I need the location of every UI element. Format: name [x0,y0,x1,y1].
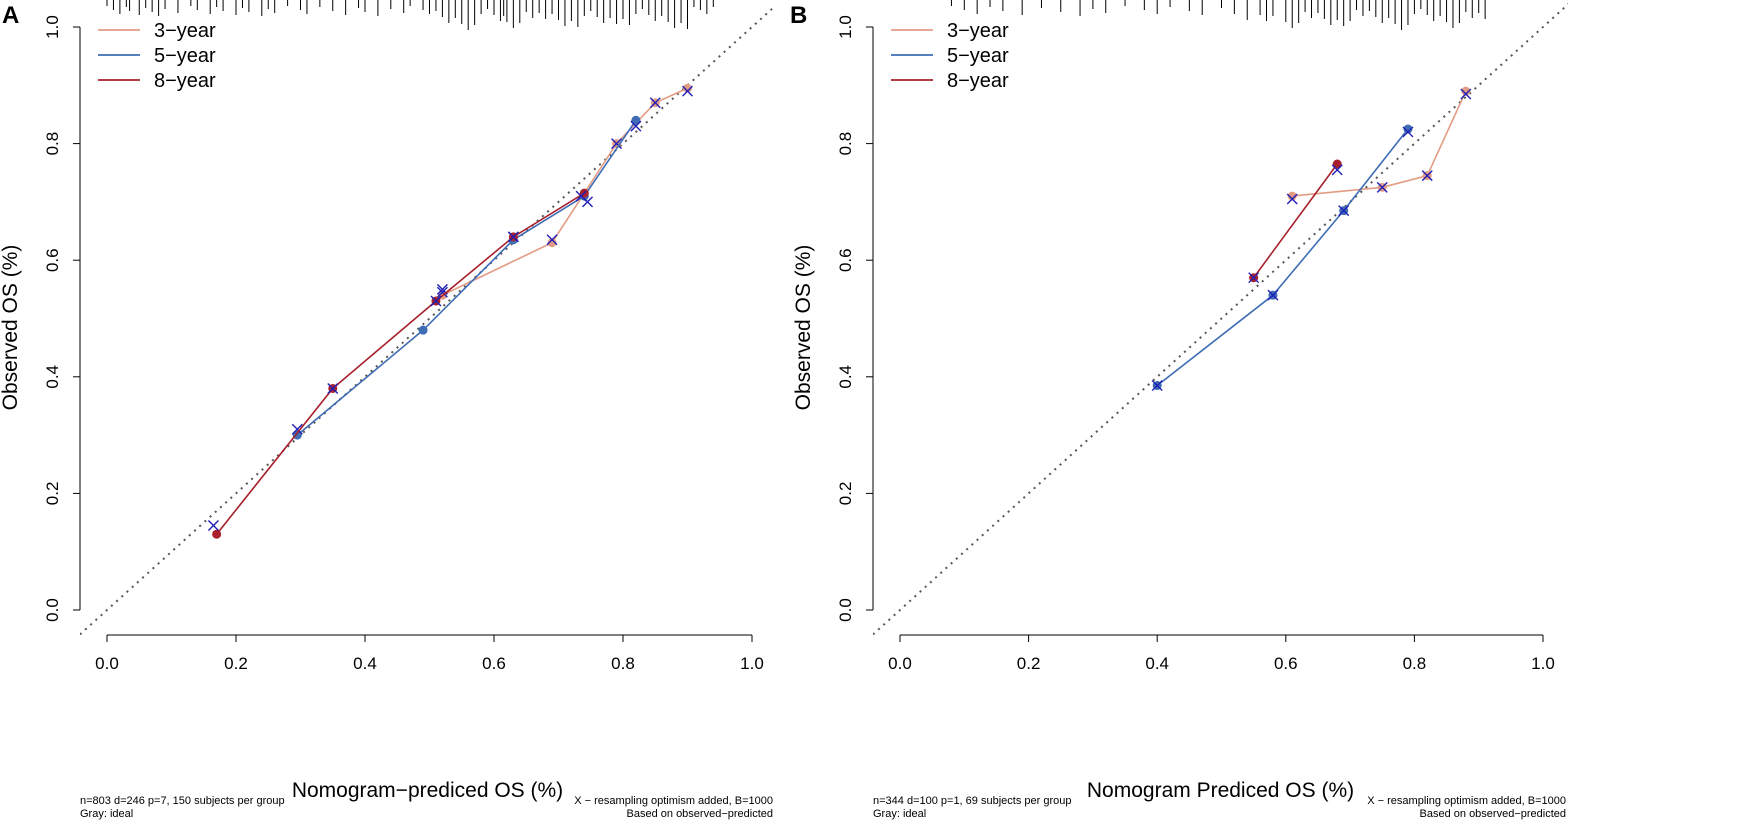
chart-panel-b: B 0.0 0.2 0.4 0.6 0.8 1.0 0.0 0.2 0.4 0.6 0.8 1.0 Nom… [790,0,1568,820]
y-tick-label: 0.6 [836,248,855,272]
footnote-left: Gray: ideal [873,808,926,820]
footnote-right: Based on observed−predicted [1420,808,1566,820]
y-tick-label: 0.2 [43,482,62,506]
corrected-x-8-year [1331,164,1343,176]
legend-label-3-year: 3−year [947,20,1009,42]
corrected-x-5-year [1402,126,1414,138]
y-tick-label: 0.4 [43,365,62,389]
corrected-x-3-year [649,97,661,109]
series-line-5-year [1156,128,1409,387]
y-tick-label: 1.0 [836,15,855,39]
y-axis-title: Observed OS (%) [792,245,815,411]
legend-label-8-year: 8−year [154,70,216,92]
corrected-x-3-year [1286,193,1298,205]
footnote-right: X − resampling optimism added, B=1000 [1367,795,1566,807]
ideal-line [873,2,1568,635]
corrected-x-8-year [507,231,519,243]
footnote-left: Gray: ideal [80,808,133,820]
y-tick-label: 1.0 [43,15,62,39]
point-3-year [683,83,692,93]
x-axis-title: Nomogram Prediced OS (%) [1087,779,1354,802]
series-line-8-year [216,192,585,535]
point-5-year [292,430,302,440]
footnote-right: Based on observed−predicted [627,808,773,820]
series-line-5-year [296,119,637,436]
legend-label-8-year: 8−year [947,70,1009,92]
x-tick-label: 0.0 [888,654,912,673]
x-tick-label: 0.4 [353,654,377,673]
x-tick-label: 1.0 [1531,654,1555,673]
point-8-year [212,529,222,539]
corrected-x-8-year [575,190,587,202]
legend-label-3-year: 3−year [154,20,216,42]
series-line-8-year [1253,163,1338,279]
legend-label-5-year: 5−year [947,45,1009,67]
corrected-x-3-year [682,85,693,97]
x-tick-label: 0.4 [1145,654,1169,673]
corrected-x-3-year [1421,170,1433,182]
y-tick-label: 0.6 [43,248,62,272]
point-3-year [1287,191,1297,201]
chart-panel-a: A 0.0 0.2 0.4 0.6 0.8 1.0 0.0 0.2 0.4 0.6 0.8 1.0 Nom… [0,0,775,820]
corrected-x-5-year [1151,380,1163,392]
x-tick-label: 0.8 [611,654,635,673]
corrected-x-8-year [327,382,339,394]
x-tick-label: 0.8 [1403,654,1427,673]
corrected-x-5-year [1338,205,1350,217]
x-tick-label: 0.0 [95,654,119,673]
y-tick-label: 0.8 [43,132,62,156]
corrected-x-3-year [1376,181,1388,193]
x-tick-label: 0.2 [224,654,248,673]
panel-label: B [790,2,807,29]
footnote-right: X − resampling optimism added, B=1000 [574,795,773,807]
corrected-x-5-year [630,120,642,132]
y-tick-label: 0.2 [836,482,855,506]
corrected-x-8-year [207,519,219,531]
panel-label: A [2,2,19,29]
y-tick-label: 0.0 [836,598,855,622]
point-5-year [631,115,641,125]
series-line-3-year [1292,90,1467,197]
y-tick-label: 0.4 [836,365,855,389]
ideal-line [80,4,775,635]
x-axis-title: Nomogram−prediced OS (%) [292,779,563,802]
y-axis-title: Observed OS (%) [0,245,22,411]
point-8-year [1332,159,1342,169]
corrected-x-3-year [546,234,558,246]
y-tick-label: 0.0 [43,598,62,622]
corrected-x-8-year [1248,272,1260,284]
point-3-year [547,238,557,248]
x-tick-label: 0.6 [482,654,506,673]
y-tick-label: 0.8 [836,132,855,156]
legend-label-5-year: 5−year [154,45,216,67]
x-tick-label: 0.6 [1274,654,1298,673]
corrected-x-5-year [1267,289,1279,301]
corrected-x-8-year [430,295,442,307]
corrected-x-5-year [291,423,303,435]
point-5-year [418,325,428,335]
x-tick-label: 1.0 [740,654,764,673]
corrected-x-3-year [436,286,448,298]
point-5-year [1403,124,1413,134]
footnote-left: n=344 d=100 p=1, 69 subjects per group [873,795,1071,807]
point-3-year [1461,86,1471,96]
footnote-left: n=803 d=246 p=7, 150 subjects per group [80,795,285,807]
x-tick-label: 0.2 [1017,654,1041,673]
series-line-3-year [442,87,688,296]
corrected-x-3-year [1460,88,1472,100]
corrected-x-3-year [611,138,623,150]
